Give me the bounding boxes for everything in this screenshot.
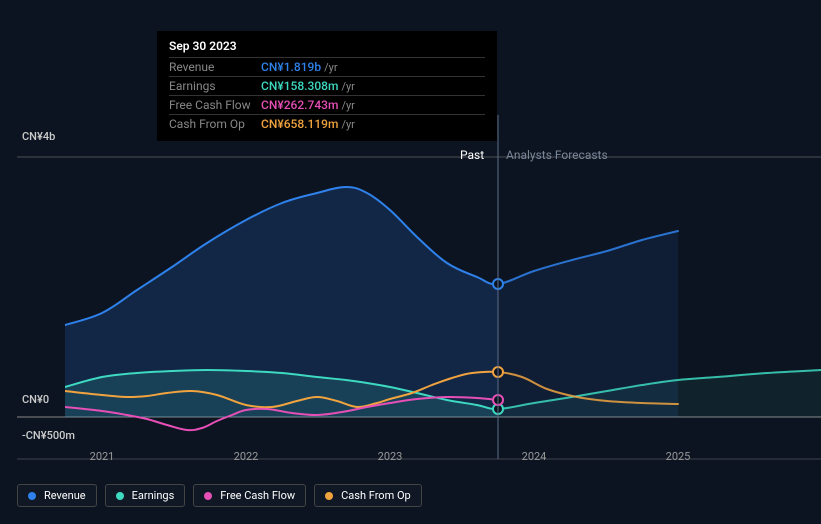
tooltip-label: Free Cash Flow <box>169 98 261 112</box>
legend-label: Cash From Op <box>341 489 411 502</box>
tooltip-date: Sep 30 2023 <box>169 39 485 57</box>
tooltip-row: Cash From OpCN¥658.119m/yr <box>169 114 485 133</box>
legend-item[interactable]: Cash From Op <box>314 484 422 507</box>
financial-chart: Sep 30 2023 RevenueCN¥1.819b/yrEarningsC… <box>17 15 804 509</box>
forecast-section-label: Analysts Forecasts <box>506 148 608 162</box>
legend-item[interactable]: Earnings <box>105 484 186 507</box>
tooltip-row: Free Cash FlowCN¥262.743m/yr <box>169 95 485 114</box>
legend-dot-icon <box>325 492 333 500</box>
tooltip-value: CN¥658.119m <box>261 117 338 131</box>
tooltip-unit: /yr <box>341 118 354 131</box>
legend-label: Earnings <box>132 489 175 502</box>
y-axis-label: CN¥0 <box>22 393 49 406</box>
chart-legend: Revenue Earnings Free Cash Flow Cash From O… <box>17 484 422 507</box>
legend-label: Revenue <box>44 489 86 502</box>
legend-dot-icon <box>28 492 36 500</box>
tooltip-label: Revenue <box>169 60 261 74</box>
past-section-label: Past <box>460 148 484 162</box>
chart-tooltip: Sep 30 2023 RevenueCN¥1.819b/yrEarningsC… <box>157 31 497 141</box>
x-axis-label: 2023 <box>378 450 403 463</box>
y-axis-label: -CN¥500m <box>22 429 75 442</box>
tooltip-label: Cash From Op <box>169 117 261 131</box>
tooltip-value: CN¥158.308m <box>261 79 338 93</box>
x-axis-label: 2024 <box>522 450 547 463</box>
tooltip-value: CN¥1.819b <box>261 60 321 74</box>
legend-label: Free Cash Flow <box>220 489 295 502</box>
tooltip-label: Earnings <box>169 79 261 93</box>
legend-item[interactable]: Revenue <box>17 484 97 507</box>
tooltip-unit: /yr <box>341 99 354 112</box>
tooltip-unit: /yr <box>341 80 354 93</box>
x-axis-label: 2022 <box>234 450 259 463</box>
legend-dot-icon <box>204 492 212 500</box>
tooltip-unit: /yr <box>324 61 337 74</box>
legend-dot-icon <box>116 492 124 500</box>
y-axis-label: CN¥4b <box>22 130 55 143</box>
legend-item[interactable]: Free Cash Flow <box>193 484 306 507</box>
x-axis-label: 2025 <box>666 450 691 463</box>
tooltip-value: CN¥262.743m <box>261 98 338 112</box>
tooltip-row: RevenueCN¥1.819b/yr <box>169 57 485 76</box>
tooltip-row: EarningsCN¥158.308m/yr <box>169 76 485 95</box>
x-axis-label: 2021 <box>90 450 115 463</box>
